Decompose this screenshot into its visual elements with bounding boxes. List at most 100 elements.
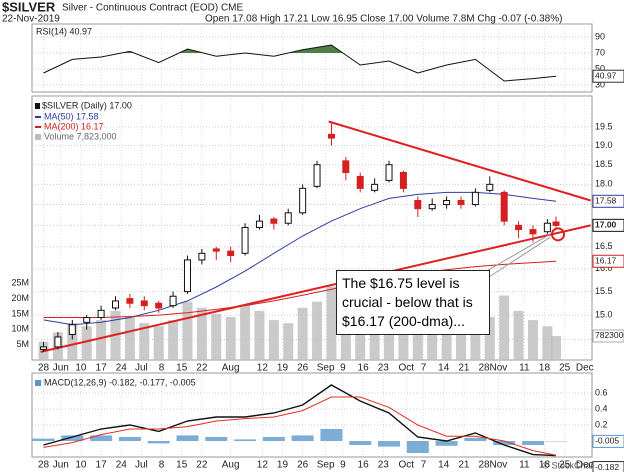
x-tick-label: 10 [75, 460, 87, 471]
x-tick-label: 14 [438, 460, 450, 471]
trendline [328, 120, 591, 202]
histogram-bar [378, 441, 401, 447]
volume-tick-label: 10M [11, 324, 29, 334]
x-tick-label: 28 [38, 363, 50, 374]
x-tick-label: Jul [135, 363, 148, 374]
x-tick-label: 25 [559, 460, 571, 471]
y-tick-label: 18.5 [595, 159, 613, 169]
x-tick-label: 26 [297, 363, 309, 374]
y-tick-label: 50 [595, 63, 605, 73]
x-tick-label: 23 [378, 363, 390, 374]
x-tick-label: 28 [478, 460, 490, 471]
x-tick-label: 28 [38, 460, 50, 471]
x-tick-label: 16 [358, 460, 370, 471]
candle-body [83, 317, 91, 323]
legend: $SILVER (Daily) 17.00 [42, 100, 132, 110]
volume-bar [139, 323, 150, 360]
x-tick-label: 22 [196, 363, 208, 374]
volume-bar [355, 313, 366, 360]
macd-line [43, 384, 557, 457]
candle-body [515, 224, 523, 231]
x-tick-label: Oct [399, 363, 415, 374]
end-label-box [592, 434, 624, 448]
x-tick-label: Nov [490, 460, 508, 471]
y-tick-label: 16.5 [595, 241, 613, 251]
legend: MA(50) 17.58 [44, 111, 99, 121]
callout-line [477, 236, 551, 285]
volume-bar [527, 320, 538, 360]
volume-bar [326, 286, 337, 360]
volume-tick-label: 15M [11, 308, 29, 318]
volume-bar [427, 323, 438, 360]
x-tick-label: 14 [438, 363, 450, 374]
x-tick-label: 24 [116, 460, 128, 471]
x-tick-label: 21 [458, 363, 470, 374]
histogram-bar [464, 437, 487, 441]
x-tick-label: 8 [159, 363, 165, 374]
volume-bar [168, 320, 179, 360]
histogram-bar [234, 439, 257, 441]
end-label-box [592, 254, 624, 268]
x-tick-label: 17 [96, 363, 108, 374]
end-label: 17.00 [595, 220, 617, 230]
legend: RSI(14) 40.97 [36, 26, 92, 36]
candle-body [486, 183, 494, 191]
histogram-bar [435, 441, 458, 446]
legend-swatch [35, 103, 40, 109]
candle-body [227, 250, 235, 257]
volume-bar [551, 335, 562, 360]
volume-bar [268, 320, 279, 360]
volume-tick-label: 20M [11, 293, 29, 303]
candle-body [40, 346, 48, 350]
candle-body [212, 248, 220, 252]
candle-body [111, 300, 119, 309]
candle-body [428, 204, 436, 210]
end-label-box [592, 329, 624, 343]
y-tick-label: 15.0 [595, 309, 613, 319]
legend: MACD(12,26,9) -0.182, -0.177, -0.005 [44, 377, 196, 387]
x-tick-label: Oct [399, 460, 415, 471]
legend-swatch [35, 380, 41, 386]
volume-bar [254, 310, 265, 360]
x-tick-label: 7 [421, 363, 427, 374]
x-tick-label: 9 [340, 363, 346, 374]
histogram-bar [90, 435, 113, 441]
x-tick-label: 21 [458, 460, 470, 471]
volume-bar [542, 326, 553, 360]
x-tick-label: 8 [159, 460, 165, 471]
x-tick-label: 18 [539, 363, 551, 374]
candle-body [327, 133, 335, 139]
trendline [40, 224, 591, 353]
volume-bar [153, 326, 164, 360]
panel [31, 23, 593, 93]
volume-bar [455, 329, 466, 360]
candle-body [500, 191, 508, 222]
candle-body [198, 252, 206, 261]
annotation: The $16.75 level is crucial - below that… [336, 270, 490, 335]
highlight-circle [551, 227, 566, 242]
x-tick-label: 7 [421, 460, 427, 471]
end-label-box [592, 69, 624, 83]
legend: MA(200) 16.17 [44, 121, 104, 131]
volume-bar [441, 326, 452, 360]
candle-body [371, 183, 379, 191]
volume-bar [124, 317, 135, 360]
moving-average [43, 260, 557, 318]
volume-bar [297, 307, 308, 360]
candle-body [399, 172, 407, 189]
y-tick-label: 16.0 [595, 263, 613, 273]
quote: Open 17.08 High 17.21 Low 16.95 Close 17… [205, 14, 562, 25]
volume-bar [484, 317, 495, 360]
volume-tick-label: 25M [11, 278, 29, 288]
volume-bar [513, 310, 524, 360]
histogram-bar [147, 441, 170, 444]
x-tick-label: 24 [116, 363, 128, 374]
volume-bar [283, 323, 294, 360]
volume-bar [67, 323, 78, 360]
end-label: -0.182 [595, 462, 619, 472]
candle-body [183, 259, 191, 293]
histogram-bar [493, 441, 516, 445]
x-tick-label: 12 [257, 460, 269, 471]
x-tick-label: 23 [378, 460, 390, 471]
